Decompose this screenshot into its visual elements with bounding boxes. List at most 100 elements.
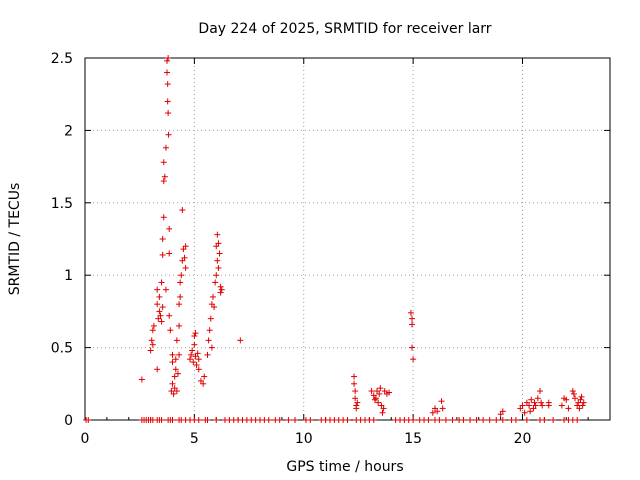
data-point: [579, 402, 586, 409]
data-point: [172, 356, 179, 363]
data-point: [409, 315, 416, 322]
data-point: [162, 144, 169, 151]
data-point: [480, 417, 487, 423]
data-point: [276, 417, 283, 423]
data-point: [214, 257, 221, 264]
data-point: [499, 408, 506, 415]
data-point: [211, 304, 218, 311]
grid-lines: [85, 58, 610, 420]
data-point: [191, 341, 198, 348]
data-point: [436, 417, 443, 423]
y-tick-label: 0: [64, 413, 73, 429]
data-point: [292, 417, 298, 423]
data-point: [182, 243, 189, 250]
data-point: [407, 309, 414, 316]
data-point: [160, 214, 167, 221]
data-point: [149, 327, 156, 334]
axis-ticks: 0 5 10 15 20 0 0.5 1 1.5 2 2.5: [51, 51, 610, 447]
data-point: [193, 361, 200, 368]
data-point: [150, 322, 157, 329]
data-point: [181, 254, 188, 261]
data-point: [157, 312, 164, 319]
data-point: [166, 225, 173, 232]
data-point: [265, 417, 272, 423]
data-point: [174, 370, 181, 377]
y-tick-label: 0.5: [51, 341, 73, 357]
data-point: [138, 376, 145, 383]
data-point: [161, 173, 168, 180]
data-point: [215, 264, 222, 271]
x-tick-label: 20: [514, 431, 532, 447]
data-point: [372, 395, 379, 402]
data-point: [425, 417, 432, 423]
data-point: [493, 417, 500, 423]
data-point: [164, 81, 171, 88]
y-tick-label: 1: [64, 268, 73, 284]
x-tick-label: 15: [404, 431, 422, 447]
x-tick-label: 0: [81, 431, 90, 447]
data-point: [176, 301, 183, 308]
data-point: [569, 388, 576, 395]
data-point: [541, 417, 548, 423]
data-point: [195, 356, 202, 363]
data-point: [167, 327, 174, 334]
data-point: [352, 395, 359, 402]
data-point: [467, 417, 473, 423]
data-point: [572, 395, 578, 402]
data-point: [169, 417, 176, 423]
data-point: [473, 417, 480, 423]
y-tick-label: 1.5: [51, 196, 73, 212]
data-point: [512, 417, 519, 423]
data-point: [156, 293, 163, 300]
data-point: [380, 405, 387, 412]
x-axis-label: GPS time / hours: [286, 459, 403, 475]
data-point: [550, 417, 557, 423]
data-point: [209, 293, 216, 300]
data-point: [85, 417, 92, 423]
data-point: [528, 396, 535, 403]
data-point: [438, 398, 445, 405]
data-point: [537, 388, 543, 395]
data-point: [531, 399, 538, 406]
data-point: [158, 279, 165, 286]
data-point: [307, 417, 314, 423]
data-point: [160, 178, 167, 185]
data-point: [218, 286, 225, 293]
data-point: [577, 396, 584, 403]
data-point: [538, 399, 545, 406]
data-point: [371, 396, 378, 403]
data-point: [165, 131, 172, 138]
data-point: [410, 417, 417, 423]
y-tick-label: 2: [64, 123, 73, 139]
data-point: [376, 390, 383, 397]
data-point: [169, 351, 176, 358]
data-point: [178, 272, 185, 279]
y-tick-label: 2.5: [51, 51, 73, 67]
data-point: [351, 373, 358, 380]
data-point: [285, 417, 292, 423]
data-point: [158, 318, 165, 325]
data-point: [534, 395, 541, 402]
data-point: [519, 402, 526, 409]
data-point: [147, 347, 154, 354]
data-point: [204, 351, 211, 358]
chart-title: Day 224 of 2025, SRMTID for receiver lar…: [198, 21, 491, 37]
data-point: [377, 385, 384, 392]
data-point: [217, 283, 224, 290]
data-point: [166, 312, 173, 319]
data-point: [160, 159, 167, 166]
data-point: [368, 388, 375, 395]
data-point: [179, 207, 186, 214]
data-point: [149, 341, 156, 348]
data-point: [177, 279, 184, 286]
data-point: [173, 337, 180, 344]
data-point: [545, 402, 552, 409]
data-point: [159, 236, 166, 242]
data-point: [354, 399, 361, 406]
data-point: [565, 405, 572, 412]
data-point: [195, 366, 202, 373]
data-point: [213, 417, 220, 423]
data-point: [188, 351, 195, 358]
data-point: [159, 251, 166, 258]
data-point: [165, 55, 172, 61]
